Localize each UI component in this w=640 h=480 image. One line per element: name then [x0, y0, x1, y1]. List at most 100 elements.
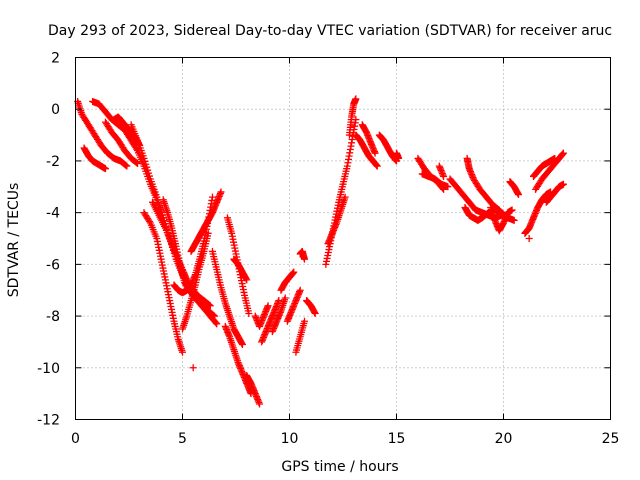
data-point — [264, 302, 272, 310]
data-point — [275, 297, 283, 305]
data-point — [101, 165, 109, 173]
data-point — [341, 193, 349, 201]
grid — [75, 57, 611, 420]
data-point — [217, 188, 225, 196]
data-point — [495, 206, 503, 214]
data-point — [559, 180, 567, 188]
data-point — [205, 301, 213, 309]
series-track-30 — [352, 131, 381, 170]
plot-frame — [75, 57, 611, 420]
y-axis-label: SDTVAR / TECUs — [6, 183, 22, 298]
series-track-2 — [80, 144, 109, 173]
data-point — [300, 255, 308, 263]
series-track-29 — [345, 95, 360, 139]
series-track-39 — [463, 154, 503, 214]
y-tick-label: -6 — [46, 257, 60, 273]
series-track-14 — [208, 247, 246, 349]
series-track-26 — [303, 297, 319, 317]
data-points — [74, 95, 567, 408]
data-point — [373, 162, 381, 170]
x-tick-label: 5 — [178, 431, 187, 447]
data-point — [551, 154, 559, 162]
data-point — [494, 205, 502, 213]
series-track-7 — [140, 209, 186, 356]
y-tick-label: 2 — [51, 51, 60, 67]
series-track-41 — [506, 178, 522, 199]
data-point — [256, 400, 264, 408]
data-point — [300, 317, 308, 325]
axes: 0 5 10 15 20 25 -12 -10 -8 -6 -4 -2 0 2 — [37, 51, 619, 448]
x-tick-label: 20 — [495, 431, 513, 447]
series-track-19 — [251, 302, 272, 330]
series-track-23 — [283, 286, 304, 325]
x-tick-label: 0 — [71, 431, 80, 447]
data-point — [133, 159, 141, 167]
data-point — [134, 160, 142, 168]
series-track-45 — [529, 154, 559, 180]
series-track-4 — [101, 118, 142, 168]
series-track-43 — [525, 235, 533, 242]
series-track-13 — [189, 364, 197, 372]
data-point — [243, 276, 251, 284]
data-point — [290, 268, 298, 276]
series-track-40 — [487, 203, 516, 235]
data-point — [208, 193, 216, 201]
series-track-44 — [532, 149, 567, 193]
series-track-25 — [296, 247, 308, 263]
series-track-32 — [375, 131, 400, 165]
series-track-36 — [435, 162, 448, 180]
series-track-42 — [521, 188, 555, 237]
data-point — [510, 216, 518, 224]
data-point — [122, 161, 130, 169]
data-point — [213, 320, 221, 328]
y-tick-label: -10 — [37, 361, 60, 377]
series-track-35 — [418, 170, 452, 191]
series-track-17 — [230, 255, 251, 284]
series-track-6 — [127, 121, 219, 320]
data-point — [559, 149, 567, 157]
data-point — [212, 319, 220, 327]
data-point — [444, 183, 452, 191]
chart-title: Day 293 of 2023, Sidereal Day-to-day VTE… — [48, 23, 612, 39]
series-track-22 — [277, 268, 298, 294]
series-track-24 — [292, 317, 308, 356]
y-tick-label: 0 — [51, 102, 60, 118]
y-tick-label: -12 — [37, 413, 60, 429]
data-point — [508, 206, 516, 214]
series-track-33 — [393, 149, 403, 162]
data-point — [189, 364, 197, 372]
x-tick-label: 15 — [388, 431, 406, 447]
series-track-11 — [179, 229, 212, 333]
data-point — [206, 302, 214, 310]
data-point — [281, 294, 289, 302]
series-track-20 — [258, 297, 283, 346]
data-point — [296, 286, 304, 294]
x-tick-label: 25 — [602, 431, 620, 447]
data-point — [123, 162, 131, 170]
y-tick-label: -2 — [46, 154, 60, 170]
series-track-31 — [358, 121, 379, 157]
data-point — [133, 145, 141, 153]
data-point — [311, 309, 319, 317]
data-point — [145, 218, 153, 226]
data-point — [204, 229, 212, 237]
x-tick-label: 10 — [281, 431, 299, 447]
data-point — [514, 191, 522, 199]
x-axis-label: GPS time / hours — [281, 459, 398, 475]
data-point — [245, 309, 253, 317]
data-point — [352, 95, 360, 103]
data-point — [238, 341, 246, 349]
data-point — [525, 235, 533, 242]
data-point — [371, 149, 379, 157]
data-point — [179, 348, 186, 356]
series-track-21 — [268, 294, 289, 336]
y-tick-label: -8 — [46, 309, 60, 325]
data-point — [395, 154, 403, 162]
data-point — [440, 172, 448, 180]
series-track-28 — [324, 193, 349, 248]
series-track-46 — [542, 180, 567, 206]
series-track-12 — [187, 188, 225, 255]
y-tick-label: -4 — [46, 206, 60, 222]
series-track-18 — [243, 372, 264, 408]
